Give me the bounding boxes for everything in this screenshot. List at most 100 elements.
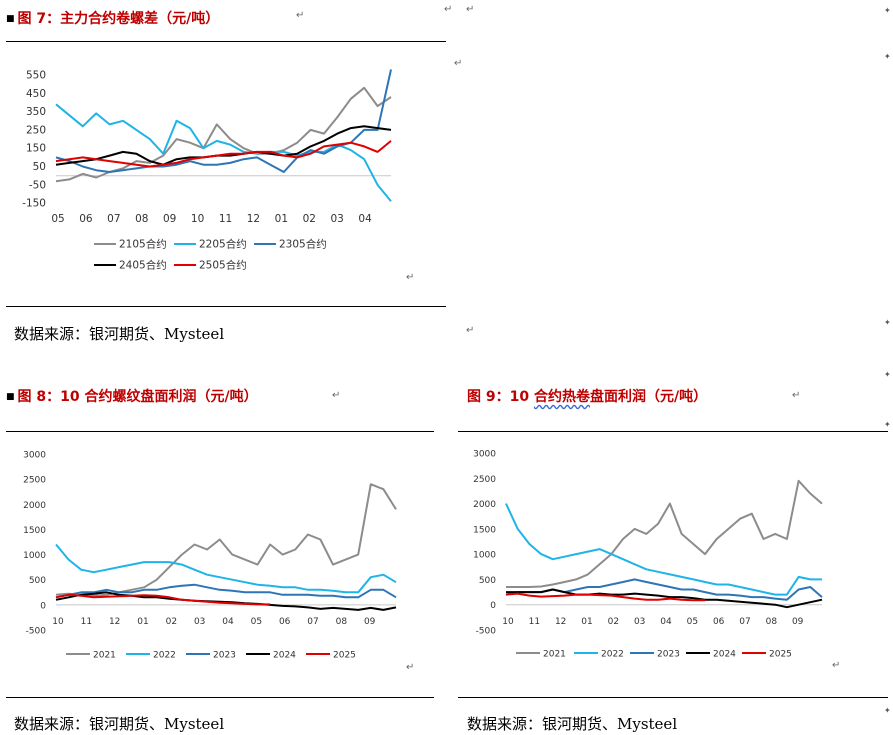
legend-label: 2021 [93,651,116,661]
return-mark: ↵ [406,662,415,673]
y-tick-label: 500 [479,576,496,586]
y-tick-label: -50 [29,179,46,191]
y-tick-label: 1000 [473,551,496,561]
x-tick-label: 06 [279,617,291,627]
return-mark: ↵ [332,390,341,401]
x-tick-label: 11 [529,617,540,627]
anchor-mark: ✦ [884,6,891,15]
x-tick-label: 02 [166,617,177,627]
legend-label: 2105合约 [119,238,167,251]
legend-label: 2205合约 [199,238,247,251]
x-tick-label: 04 [660,617,672,627]
series-line-2105合约 [55,86,392,183]
series-line-2023 [55,583,397,599]
series-line-2505合约 [55,140,392,168]
return-mark: ↵ [296,10,305,21]
anchor-mark: ✦ [884,420,891,429]
y-tick-label: 3000 [23,451,46,461]
figure-7-bottom-rule [6,306,446,307]
y-tick-label: 1000 [23,551,46,561]
x-tick-label: 08 [336,617,348,627]
y-tick-label: -500 [476,627,497,637]
x-tick-label: 01 [275,213,288,225]
x-tick-label: 07 [307,617,318,627]
legend-label: 2024 [713,650,736,660]
figure-7-source: 数据来源：银河期货、Mysteel [14,325,225,343]
figure-9-title-part2: 合约热卷 [533,389,590,405]
x-tick-label: 07 [739,617,750,627]
legend-label: 2405合约 [119,259,167,272]
figure-9-chart: -500 0 500 1000 1500 2000 2500 3000 10 11 12 01 02 03… [473,450,823,660]
y-tick-label: 0 [490,601,496,611]
y-tick-label: 250 [26,124,46,136]
x-tick-label: 09 [163,213,176,225]
series-line-2024 [506,588,823,609]
x-tick-label: 06 [79,213,93,225]
x-tick-label: 11 [81,617,92,627]
figure-9-bottom-rule [458,697,888,698]
anchor-mark: ✦ [884,370,891,379]
x-tick-label: 06 [713,617,725,627]
y-tick-label: 1500 [473,525,496,535]
return-mark: ↵ [466,325,475,336]
y-tick-label: 2000 [23,501,46,511]
figure-8-title-text: 图 8：10 合约螺纹盘面利润（元/吨） [17,389,258,405]
legend-label: 2023 [657,650,680,660]
return-mark: ↵ [454,58,463,69]
x-tick-label: 04 [222,617,234,627]
figure-9-title: 图 9：10 合约热卷盘面利润（元/吨） [467,386,707,406]
x-tick-label: 12 [109,617,120,627]
series-line-2022 [505,503,822,596]
y-tick-label: 2500 [473,475,496,485]
legend-label: 2021 [543,650,566,660]
return-mark: ↵ [406,272,415,283]
y-tick-label: 50 [33,161,46,173]
x-tick-label: 03 [634,617,645,627]
x-tick-label: 01 [581,617,592,627]
x-tick-label: 05 [51,213,64,225]
legend-label: 2024 [273,651,296,661]
series-line-2025 [55,593,271,606]
return-mark: ↵ [792,390,801,401]
anchor-mark: ✦ [884,318,891,327]
x-tick-label: 05 [687,617,698,627]
x-tick-label: 07 [107,213,120,225]
figure-7-chart: -150 -50 50 150 250 350 450 550 05 06 07 08 09 10 11 12… [22,69,392,272]
figure-7-title: ■ 图 7：主力合约卷螺差（元/吨） [6,8,219,28]
legend-label: 2305合约 [279,238,327,251]
series-line-2021 [506,479,823,588]
series-line-2205合约 [55,103,392,202]
x-tick-label: 12 [247,213,260,225]
figure-7-top-rule [6,41,446,42]
x-tick-label: 09 [364,617,376,627]
series-line-2305合约 [55,69,392,173]
bullet-icon: ■ [6,392,15,402]
x-tick-label: 02 [608,617,619,627]
y-tick-label: 2500 [23,476,46,486]
x-tick-label: 02 [303,213,316,225]
y-tick-label: 3000 [473,450,496,460]
bullet-icon: ■ [6,14,15,24]
x-tick-label: 05 [251,617,262,627]
y-tick-label: 2000 [473,500,496,510]
y-tick-label: 1500 [23,526,46,536]
x-tick-label: 03 [330,213,343,225]
figure-7-title-text: 图 7：主力合约卷螺差（元/吨） [17,11,220,27]
legend-label: 2022 [601,650,624,660]
anchor-mark: ✦ [884,706,891,715]
legend-label: 2023 [213,651,236,661]
series-line-2022 [55,543,397,594]
x-tick-label: 10 [502,617,514,627]
y-tick-label: 350 [26,106,46,118]
figure-9-title-part1: 图 9：10 [467,389,534,405]
figure-9-top-rule [458,431,888,432]
legend-label: 2022 [153,651,176,661]
x-tick-label: 08 [766,617,778,627]
x-tick-label: 03 [194,617,205,627]
y-tick-label: 500 [29,576,46,586]
x-tick-label: 09 [792,617,804,627]
x-tick-label: 11 [219,213,232,225]
return-mark: ↵ [466,4,475,15]
figure-8-top-rule [6,431,434,432]
figure-8-title: ■ 图 8：10 合约螺纹盘面利润（元/吨） [6,386,258,406]
